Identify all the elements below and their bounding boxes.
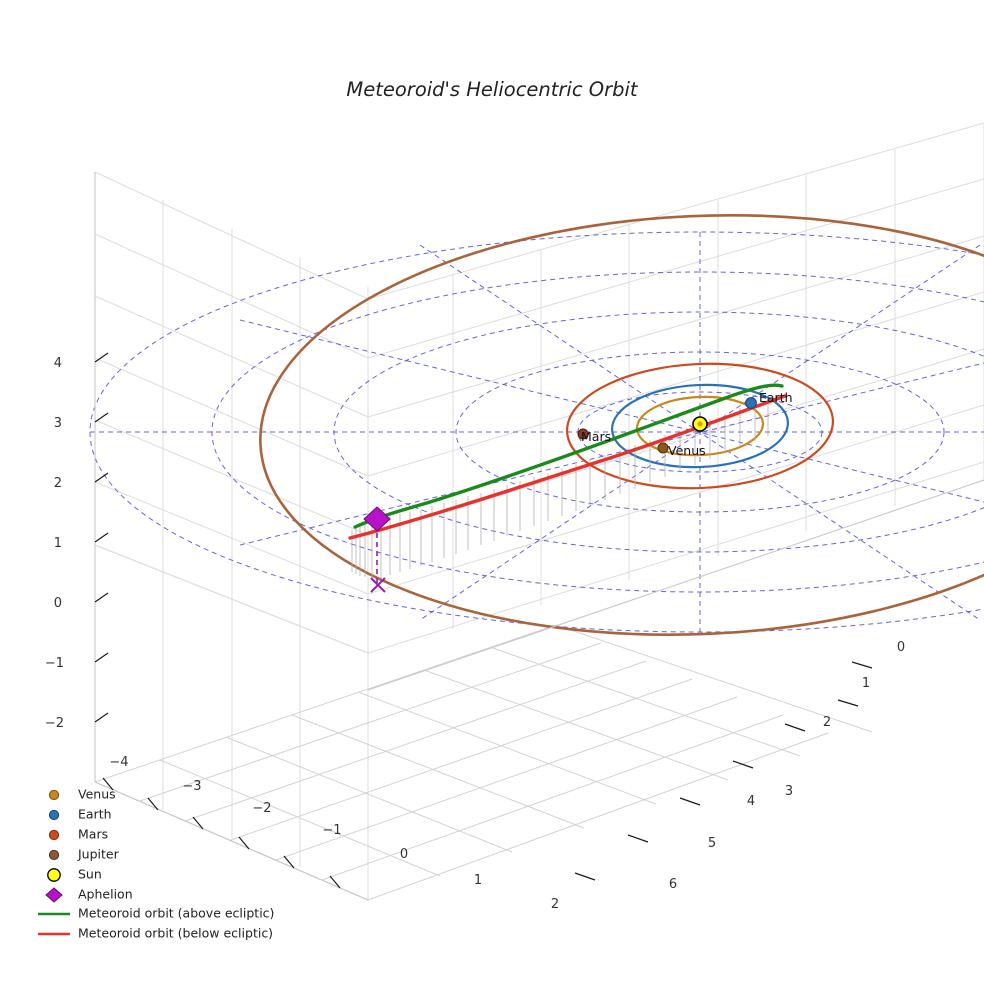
meteoroid-above-ecliptic — [353, 383, 784, 529]
svg-text:3: 3 — [54, 416, 62, 431]
svg-text:−2: −2 — [252, 801, 271, 816]
aphelion-diamond-icon — [45, 887, 63, 903]
page-title: Meteoroid's Heliocentric Orbit — [346, 78, 639, 101]
planet-markers: Earth Venus Mars — [577, 390, 793, 458]
mars-dot-icon — [48, 829, 60, 841]
aphelion-projection-x-icon — [370, 577, 386, 593]
legend-label: Mars — [78, 827, 108, 842]
z-tick-labels: 4 3 2 1 0 −1 −2 — [45, 356, 64, 731]
svg-text:6: 6 — [669, 877, 677, 892]
polar-grid-ecliptic — [89, 231, 984, 633]
legend-label: Meteoroid orbit (above ecliptic) — [78, 906, 274, 921]
svg-text:0: 0 — [400, 847, 408, 862]
svg-text:0: 0 — [897, 640, 905, 655]
earth-marker — [745, 397, 757, 409]
y-axis: 0 1 2 3 4 5 6 — [367, 479, 984, 892]
legend-item-earth[interactable]: Earth — [48, 807, 112, 822]
legend-label: Meteoroid orbit (below ecliptic) — [78, 926, 273, 941]
venus-marker — [657, 442, 669, 454]
mars-marker — [577, 428, 589, 440]
svg-text:5: 5 — [708, 836, 716, 851]
svg-text:2: 2 — [551, 897, 559, 912]
venus-label: Venus — [668, 443, 706, 458]
svg-text:2: 2 — [54, 476, 62, 491]
sun-core — [697, 421, 703, 427]
legend-label: Venus — [78, 787, 116, 802]
venus-dot-icon — [48, 789, 60, 801]
legend-label: Jupiter — [77, 847, 120, 862]
aphelion-group — [363, 506, 391, 593]
orbit-jupiter — [259, 214, 984, 636]
floor-grid — [94, 624, 873, 901]
meteoroid-below-ecliptic — [348, 394, 787, 540]
legend: Venus Earth Mars Jupiter Sun Aphelion — [38, 787, 274, 941]
svg-text:−3: −3 — [182, 779, 201, 794]
legend-item-sun[interactable]: Sun — [47, 867, 102, 882]
orbit-earth — [610, 383, 790, 469]
x-tick-labels: −4 −3 −2 −1 0 1 2 — [109, 755, 559, 912]
svg-text:−2: −2 — [45, 716, 64, 731]
legend-item-venus[interactable]: Venus — [48, 787, 116, 802]
legend-label: Earth — [78, 807, 112, 822]
earth-label: Earth — [759, 390, 793, 405]
svg-text:1: 1 — [54, 536, 62, 551]
svg-text:1: 1 — [862, 676, 870, 691]
sun-dot-icon — [47, 868, 61, 882]
legend-item-aphelion[interactable]: Aphelion — [45, 887, 133, 903]
aphelion-marker — [363, 506, 391, 532]
svg-text:0: 0 — [54, 596, 62, 611]
svg-text:−1: −1 — [45, 656, 64, 671]
orbit-mars — [565, 362, 835, 490]
legend-item-mars[interactable]: Mars — [48, 827, 108, 842]
legend-label: Aphelion — [78, 887, 133, 902]
planet-orbits — [259, 214, 984, 636]
svg-text:−4: −4 — [109, 755, 128, 770]
z-axis: 4 3 2 1 0 −1 −2 — [45, 172, 109, 782]
legend-item-meteoroid-below[interactable]: Meteoroid orbit (below ecliptic) — [38, 926, 273, 941]
mars-label: Mars — [581, 429, 611, 444]
x-axis: −4 −3 −2 −1 0 1 2 — [94, 755, 559, 912]
svg-text:2: 2 — [823, 715, 831, 730]
jupiter-dot-icon — [48, 849, 60, 861]
svg-text:4: 4 — [747, 794, 755, 809]
svg-text:1: 1 — [474, 873, 482, 888]
meteoroid-orbit — [348, 383, 787, 540]
axes-panes — [94, 122, 984, 901]
svg-text:4: 4 — [54, 356, 62, 371]
svg-text:3: 3 — [785, 784, 793, 799]
y-tick-labels: 0 1 2 3 4 5 6 — [669, 640, 905, 892]
legend-item-meteoroid-above[interactable]: Meteoroid orbit (above ecliptic) — [38, 906, 274, 921]
earth-dot-icon — [48, 809, 60, 821]
legend-item-jupiter[interactable]: Jupiter — [48, 847, 120, 862]
legend-label: Sun — [78, 867, 102, 882]
svg-text:−1: −1 — [322, 823, 341, 838]
